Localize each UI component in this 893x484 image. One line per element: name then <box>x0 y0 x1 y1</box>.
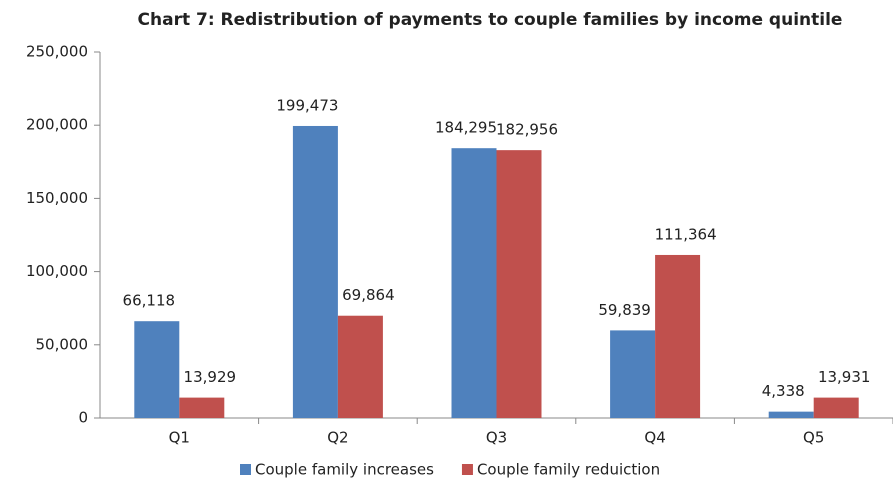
y-tick-label: 50,000 <box>36 335 89 353</box>
data-label: 13,931 <box>818 368 871 386</box>
data-label: 4,338 <box>762 382 805 400</box>
y-tick-label: 100,000 <box>26 262 88 280</box>
bar <box>813 397 859 418</box>
data-label: 13,929 <box>184 368 237 386</box>
x-tick-label: Q3 <box>486 429 507 447</box>
data-label: 66,118 <box>123 292 176 310</box>
x-tick-label: Q5 <box>803 429 824 447</box>
x-tick-label: Q4 <box>644 429 665 447</box>
data-label: 69,864 <box>342 286 395 304</box>
x-tick-label: Q2 <box>327 429 348 447</box>
bar <box>610 330 656 418</box>
y-tick-label: 0 <box>78 409 88 427</box>
data-label: 111,364 <box>655 225 717 243</box>
bar <box>655 254 701 418</box>
y-tick-label: 150,000 <box>26 189 88 207</box>
legend-swatch <box>240 464 251 475</box>
bar <box>292 125 338 418</box>
x-tick-label: Q1 <box>169 429 190 447</box>
legend-label: Couple family reduiction <box>477 461 660 479</box>
data-label: 182,956 <box>496 121 558 139</box>
bar <box>496 150 542 419</box>
bar <box>768 411 814 418</box>
data-label: 184,295 <box>435 119 497 137</box>
y-tick-label: 200,000 <box>26 116 88 134</box>
bar <box>337 315 383 418</box>
bar <box>134 321 180 418</box>
bar <box>451 148 497 418</box>
bar <box>179 397 225 418</box>
legend-label: Couple family increases <box>255 461 434 479</box>
chart-title: Chart 7: Redistribution of payments to c… <box>138 10 843 30</box>
data-label: 59,839 <box>598 301 651 319</box>
data-label: 199,473 <box>276 96 338 114</box>
y-tick-label: 250,000 <box>26 43 88 61</box>
legend-swatch <box>461 464 473 475</box>
